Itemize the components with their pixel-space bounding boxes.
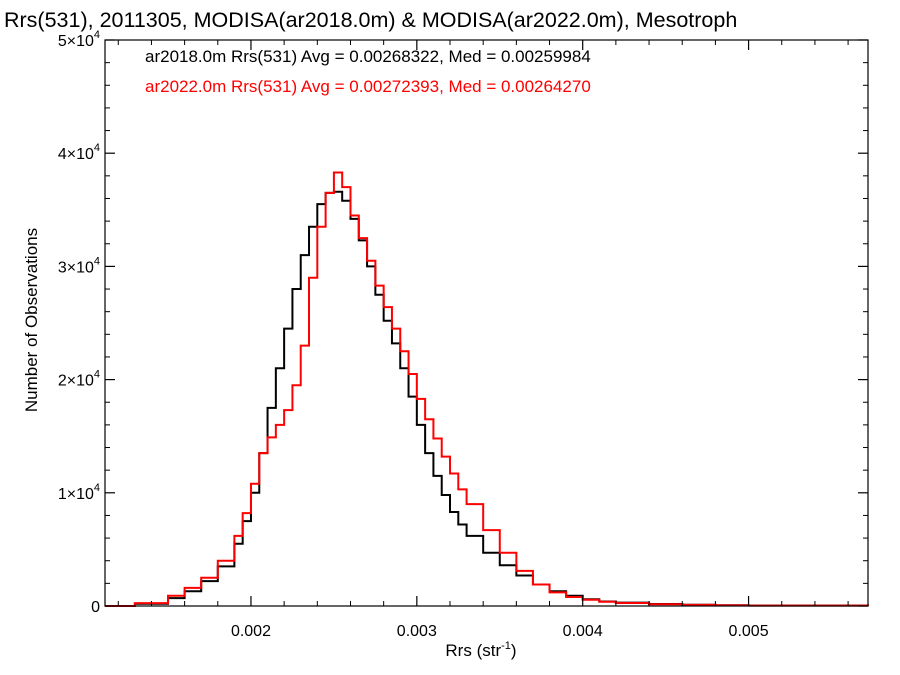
x-axis-label-text: Rrs (str bbox=[445, 641, 501, 660]
series-layer bbox=[105, 171, 869, 607]
y-tick-label: 2×104 bbox=[58, 369, 100, 390]
y-tick-mantissa: 1×10 bbox=[58, 486, 94, 503]
y-tick-exponent: 4 bbox=[94, 255, 100, 267]
y-tick-label: 0 bbox=[91, 599, 100, 616]
y-tick-mantissa: 3×10 bbox=[58, 259, 94, 276]
y-tick-label: 3×104 bbox=[58, 255, 100, 276]
x-axis-label-close: ) bbox=[511, 641, 517, 660]
x-tick-label: 0.005 bbox=[729, 623, 769, 640]
plot-frame bbox=[104, 39, 869, 607]
y-tick-exponent: 4 bbox=[94, 482, 100, 494]
x-axis-label-exponent: -1 bbox=[501, 640, 511, 652]
y-tick-label: 4×104 bbox=[58, 142, 100, 163]
x-tick-label: 0.002 bbox=[231, 623, 271, 640]
chart-title: Rrs(531), 2011305, MODISA(ar2018.0m) & M… bbox=[4, 8, 737, 32]
series-line-ar2018 bbox=[105, 190, 869, 607]
y-tick-mantissa: 4×10 bbox=[58, 146, 94, 163]
y-axis-label: Number of Observations bbox=[22, 228, 41, 412]
legend-entry-red: ar2022.0m Rrs(531) Avg = 0.00272393, Med… bbox=[145, 77, 591, 96]
series-line-ar2022 bbox=[105, 171, 869, 607]
legend-entry-black: ar2018.0m Rrs(531) Avg = 0.00268322, Med… bbox=[145, 47, 591, 66]
y-tick-label: 1×104 bbox=[58, 482, 100, 503]
x-axis-label: Rrs (str-1) bbox=[445, 640, 516, 660]
y-tick-label: 5×104 bbox=[58, 29, 100, 50]
y-tick-mantissa: 5×10 bbox=[58, 33, 94, 50]
x-tick-label: 0.004 bbox=[563, 623, 603, 640]
x-tick-label: 0.003 bbox=[397, 623, 437, 640]
x-axis: 0.002 0.003 0.004 0.005 bbox=[117, 40, 849, 640]
y-tick-exponent: 4 bbox=[94, 369, 100, 381]
y-tick-exponent: 4 bbox=[94, 29, 100, 41]
y-tick-mantissa: 2×10 bbox=[58, 373, 94, 390]
y-tick-exponent: 4 bbox=[94, 142, 100, 154]
